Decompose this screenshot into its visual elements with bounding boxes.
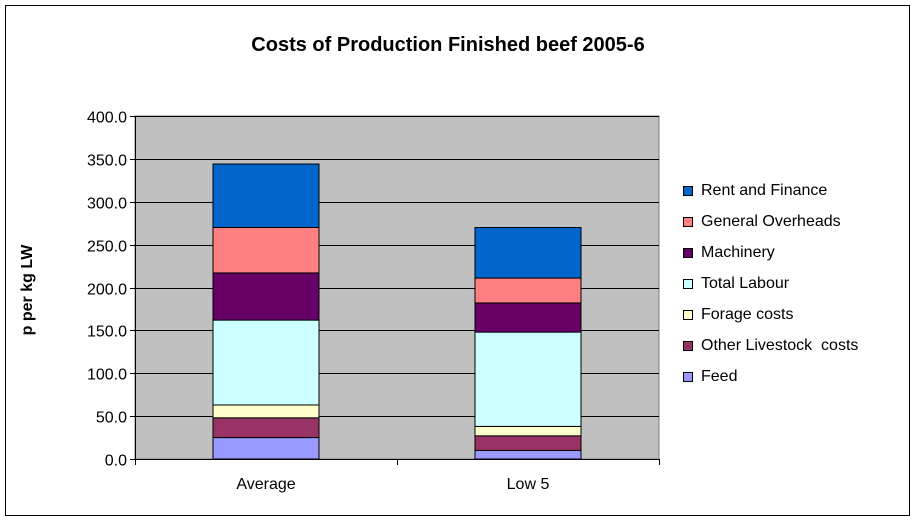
bar-segment <box>212 437 320 460</box>
legend-swatch <box>683 185 693 196</box>
legend-label: Total Labour <box>701 274 790 292</box>
bar-segment <box>474 277 582 304</box>
y-tick-label: 200.0 <box>87 282 127 299</box>
legend-label: General Overheads <box>701 212 841 230</box>
legend-swatch <box>683 216 693 227</box>
legend-item: Other Livestock costs <box>683 330 858 361</box>
legend-swatch <box>683 309 693 320</box>
y-tick-label: 0.0 <box>105 453 127 470</box>
bar-segment <box>474 302 582 333</box>
legend-item: General Overheads <box>683 206 858 237</box>
y-tick-label: 50.0 <box>96 410 127 427</box>
y-tick-label: 100.0 <box>87 367 127 384</box>
legend-item: Total Labour <box>683 268 858 299</box>
legend-swatch <box>683 247 693 258</box>
y-tick-label: 400.0 <box>87 110 127 127</box>
legend-item: Forage costs <box>683 299 858 330</box>
bar-segment <box>212 404 320 419</box>
legend-label: Forage costs <box>701 305 794 323</box>
y-tick-label: 300.0 <box>87 196 127 213</box>
x-category-label: Average <box>236 476 295 493</box>
legend-label: Machinery <box>701 243 775 261</box>
bar-segment <box>474 226 582 279</box>
bar-segment <box>212 226 320 274</box>
x-category-label: Low 5 <box>507 476 550 493</box>
bar-segment <box>212 319 320 406</box>
legend-item: Rent and Finance <box>683 175 858 206</box>
y-tick-label: 250.0 <box>87 239 127 256</box>
bar-segment <box>474 425 582 437</box>
bar-segment <box>212 163 320 228</box>
y-tick-label: 350.0 <box>87 153 127 170</box>
legend-swatch <box>683 278 693 289</box>
bar-segment <box>212 272 320 321</box>
bar-segment <box>474 331 582 427</box>
legend-swatch <box>683 371 693 382</box>
legend-item: Machinery <box>683 237 858 268</box>
legend-label: Rent and Finance <box>701 181 828 199</box>
bar-segment <box>474 435 582 451</box>
chart-title: Costs of Production Finished beef 2005-6 <box>251 34 645 56</box>
legend: Rent and Finance General Overheads Machine… <box>683 175 858 392</box>
y-tick-label: 150.0 <box>87 324 127 341</box>
legend-swatch <box>683 340 693 351</box>
bar-segment <box>212 417 320 439</box>
legend-label: Feed <box>701 367 738 385</box>
bar-segment <box>474 449 582 460</box>
legend-label: Other Livestock costs <box>701 336 859 354</box>
legend-item: Feed <box>683 361 858 392</box>
